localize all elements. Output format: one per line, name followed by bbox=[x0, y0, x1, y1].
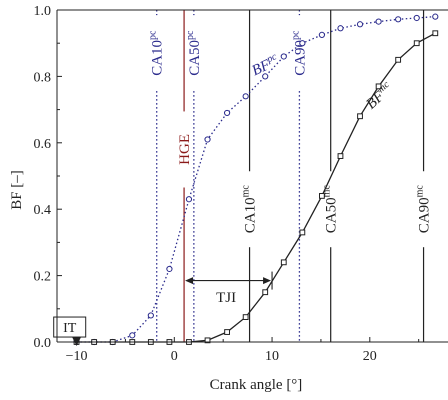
series-bf-pc-point bbox=[356, 21, 364, 28]
series-bf-pc-line bbox=[76, 15, 436, 343]
series-bf-pc-point bbox=[337, 25, 344, 32]
series-bf-mc-point bbox=[357, 113, 363, 120]
y-tick-label: 0.8 bbox=[34, 70, 52, 85]
y-axis-label: BF [–] bbox=[9, 170, 25, 210]
curve-label-bf-mc: BFmc bbox=[362, 79, 397, 113]
vline-label-ca90-pc: CA90pc bbox=[290, 30, 308, 76]
series-bf-pc-point bbox=[280, 53, 287, 60]
y-tick-label: 1.0 bbox=[34, 4, 52, 19]
series-bf-pc-point bbox=[129, 332, 136, 339]
series-bf-pc-point bbox=[242, 93, 249, 100]
vline-label-ca10-mc: CA10mc bbox=[241, 185, 259, 234]
series-bf-pc-point bbox=[262, 73, 269, 80]
tji-arrow-head-right bbox=[263, 277, 272, 285]
axes: 0.0 0.2 0.4 0.6 0.8 1.0 −10 0 10 20 bbox=[34, 4, 448, 364]
series-bf-mc-point bbox=[375, 83, 382, 90]
series-bf-pc-point bbox=[223, 109, 231, 117]
vline-label-ca10-pc: CA10pc bbox=[148, 30, 166, 76]
series-bf-mc-point bbox=[319, 193, 325, 199]
series-bf-pc-point bbox=[413, 14, 420, 22]
x-tick-label: 20 bbox=[363, 349, 377, 364]
tji-label: TJI bbox=[216, 290, 236, 306]
vline-label-ca50-mc: CA50mc bbox=[322, 185, 340, 234]
series-bf-pc-point bbox=[375, 18, 382, 25]
series-bf-mc-point bbox=[299, 229, 306, 236]
series-bf-pc-point bbox=[185, 196, 193, 203]
series-bf-mc-point bbox=[280, 259, 287, 266]
series-bf-pc-point bbox=[299, 40, 306, 47]
series-bf-pc-point bbox=[147, 312, 154, 319]
series-bf-pc-point bbox=[318, 31, 326, 39]
series-bf-mc-point bbox=[204, 337, 211, 344]
y-tick-label: 0.6 bbox=[34, 137, 52, 152]
tji-arrow-head-left bbox=[185, 277, 194, 285]
annotations-layer: BFpc BFmc TJI IT bbox=[53, 51, 397, 346]
series-bf-pc-point bbox=[204, 136, 211, 143]
series-bf-mc-point bbox=[395, 56, 402, 63]
series-bf-pc-point bbox=[166, 265, 173, 273]
x-tick-label: −10 bbox=[66, 349, 88, 364]
series-bf-mc-point bbox=[337, 153, 344, 159]
reference-lines: CA10pc CA50pc CA90pc HGE CA10mc CA50mc CA90mc bbox=[148, 10, 433, 342]
series-bf-mc-point bbox=[262, 289, 269, 296]
y-tick-label: 0.0 bbox=[34, 336, 52, 351]
series-bf-mc-point bbox=[413, 40, 420, 47]
x-axis-label: Crank angle [°] bbox=[210, 377, 303, 393]
x-tick-label: 0 bbox=[171, 349, 178, 364]
x-tick-label: 10 bbox=[265, 349, 279, 364]
series-bf-mc-point bbox=[432, 30, 439, 37]
it-box bbox=[53, 316, 87, 338]
vline-label-hge: HGE bbox=[177, 134, 193, 165]
series-bf-pc-point bbox=[432, 13, 439, 20]
curve-label-bf-pc: BFpc bbox=[249, 51, 282, 79]
vline-label-ca90-mc: CA90mc bbox=[415, 185, 433, 234]
y-tick-label: 0.2 bbox=[34, 270, 52, 285]
series-bf-mc-point bbox=[242, 314, 249, 321]
series-bf-mc-point bbox=[224, 329, 230, 335]
series-bf-mc-line bbox=[76, 32, 436, 343]
vline-label-ca50-pc: CA50pc bbox=[185, 30, 203, 76]
it-label: IT bbox=[63, 321, 77, 336]
y-tick-label: 0.4 bbox=[34, 203, 52, 218]
series-bf-pc-point bbox=[395, 16, 402, 23]
